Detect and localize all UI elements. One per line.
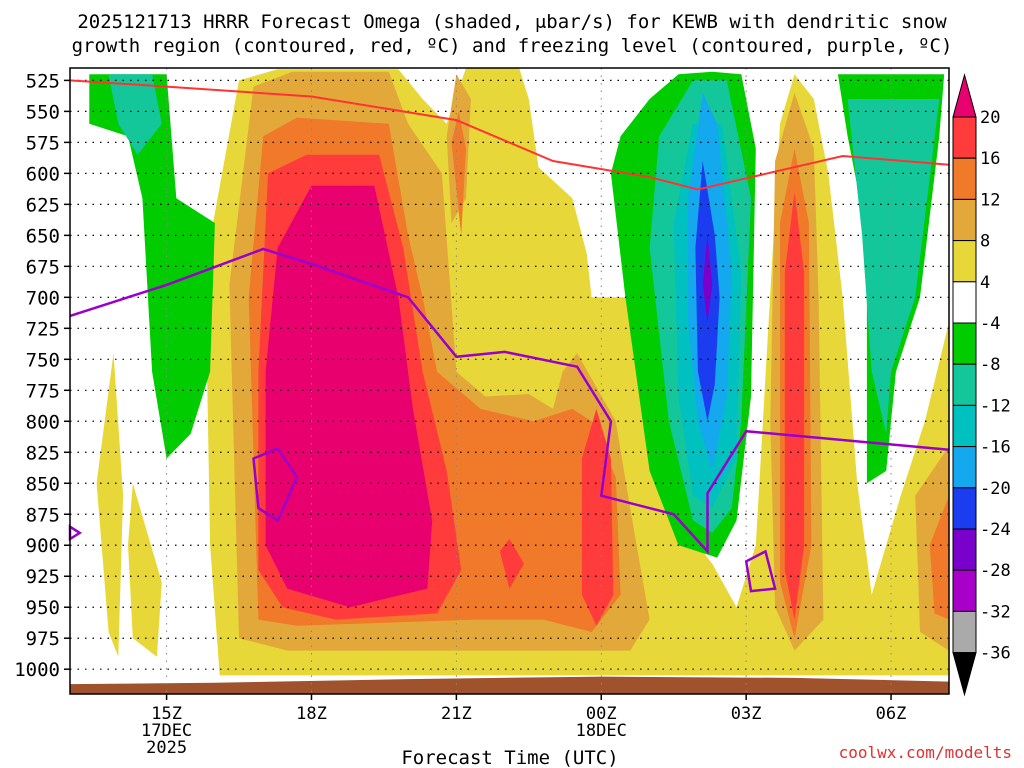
- x-tick-label-18-0: 18Z: [296, 704, 327, 724]
- colorbar-label-2: 12: [980, 190, 1000, 210]
- x-tick-label-30-0: 06Z: [876, 704, 907, 724]
- y-tick-label-950: 950: [26, 597, 60, 619]
- omega-28-purple: [702, 235, 713, 323]
- freezing-level-loop-2: [68, 524, 83, 542]
- y-tick-label-575: 575: [26, 132, 60, 154]
- x-tick-label-24-0: 00Z: [586, 704, 617, 724]
- y-tick-label-900: 900: [26, 535, 60, 557]
- omega-positive-small-column: [96, 353, 124, 657]
- chart-text: 2025121713 HRRR Forecast Omega (shaded, …: [72, 11, 1012, 768]
- colorbar-swatch-11: [952, 528, 977, 571]
- freezing-level-line: [69, 247, 950, 555]
- colorbar-label-0: 20: [980, 108, 1000, 128]
- y-tick-label-850: 850: [26, 473, 60, 495]
- omega-shading: [89, 68, 949, 676]
- y-tick-label-825: 825: [26, 442, 60, 464]
- x-tick-label-24-1: 18DEC: [576, 721, 627, 741]
- omega-12-column-06z: [929, 495, 949, 620]
- omega-12-column-21z: [451, 111, 466, 236]
- colorbar-swatch-12: [952, 569, 977, 612]
- credit-text: coolwx.com/modelts: [839, 743, 1012, 762]
- colorbar: 20 16 12 8 4 -4 -8 -12 -16 -20 -24 -28 -32 -36: [952, 73, 1011, 697]
- y-tick-label-925: 925: [26, 566, 60, 588]
- colorbar-label-11: -28: [980, 561, 1011, 581]
- x-tick-label-15-1: 17DEC: [141, 721, 192, 741]
- chart-title-line2: growth region (contoured, red, ºC) and f…: [72, 35, 953, 57]
- y-tick-label-625: 625: [26, 194, 60, 216]
- x-tick-label-27-0: 03Z: [731, 704, 762, 724]
- colorbar-label-7: -12: [980, 396, 1011, 416]
- terrain-fill: [70, 676, 949, 694]
- omega-12-green-teal-1: [108, 74, 162, 155]
- chart-title-line1: 2025121713 HRRR Forecast Omega (shaded, …: [77, 11, 947, 33]
- omega-16-cell-22z: [499, 539, 524, 589]
- colorbar-label-13: -36: [980, 644, 1011, 664]
- colorbar-swatch-7: [952, 363, 977, 406]
- colorbar-swatch-10: [952, 487, 977, 530]
- colorbar-label-10: -24: [980, 520, 1011, 540]
- x-axis-label: Forecast Time (UTC): [401, 747, 618, 768]
- y-tick-label-675: 675: [26, 256, 60, 278]
- terrain-band: [70, 676, 949, 694]
- colorbar-swatch-8: [952, 404, 977, 448]
- dgz-contour-line: [69, 79, 950, 191]
- y-tick-label-700: 700: [26, 287, 60, 309]
- colorbar-bottom-arrow: [952, 652, 977, 697]
- colorbar-swatch-2: [952, 157, 977, 200]
- colorbar-label-6: -8: [980, 355, 1000, 375]
- x-tick-label-15-2: 2025: [146, 738, 187, 758]
- x-tick-label-21-0: 21Z: [441, 704, 472, 724]
- colorbar-swatch-6: [952, 322, 977, 365]
- colorbar-label-4: 4: [980, 273, 990, 293]
- colorbar-label-8: -16: [980, 438, 1011, 458]
- y-tick-label-650: 650: [26, 225, 60, 247]
- omega-positive-tall-column: [128, 483, 162, 657]
- colorbar-label-12: -32: [980, 602, 1011, 622]
- omega-12-teal-3: [847, 99, 940, 434]
- y-tick-label-800: 800: [26, 411, 60, 433]
- colorbar-swatch-3: [952, 198, 977, 242]
- colorbar-swatch-9: [952, 446, 977, 489]
- omega-16-column-04z: [784, 192, 805, 620]
- y-tick-label-975: 975: [26, 628, 60, 650]
- freezing-level-loop-0: [252, 447, 299, 523]
- colorbar-swatch-4: [952, 240, 977, 283]
- plot-frame: [69, 67, 950, 695]
- colorbar-swatch-5: [952, 281, 977, 324]
- colorbar-top-arrow: [952, 73, 977, 118]
- colorbar-label-3: 8: [980, 232, 990, 252]
- y-tick-label-1000: 1000: [14, 659, 60, 681]
- y-tick-label-725: 725: [26, 318, 60, 340]
- y-tick-label-525: 525: [26, 70, 60, 92]
- y-tick-label-600: 600: [26, 163, 60, 185]
- x-tick-label-15-0: 15Z: [151, 704, 182, 724]
- freezing-level-loop-1: [744, 549, 777, 593]
- axes: 525 550 575 600 625 650 675 700 725 750 775 800 825 8…: [14, 67, 950, 758]
- colorbar-label-9: -20: [980, 479, 1011, 499]
- colorbar-swatch-13: [952, 610, 977, 654]
- colorbar-label-5: -4: [980, 314, 1000, 334]
- y-tick-label-750: 750: [26, 349, 60, 371]
- y-tick-label-550: 550: [26, 101, 60, 123]
- y-tick-label-775: 775: [26, 380, 60, 402]
- omega-negative-region-1: [89, 74, 215, 459]
- colorbar-label-1: 16: [980, 149, 1000, 169]
- colorbar-swatch-1: [952, 116, 977, 159]
- y-tick-label-875: 875: [26, 504, 60, 526]
